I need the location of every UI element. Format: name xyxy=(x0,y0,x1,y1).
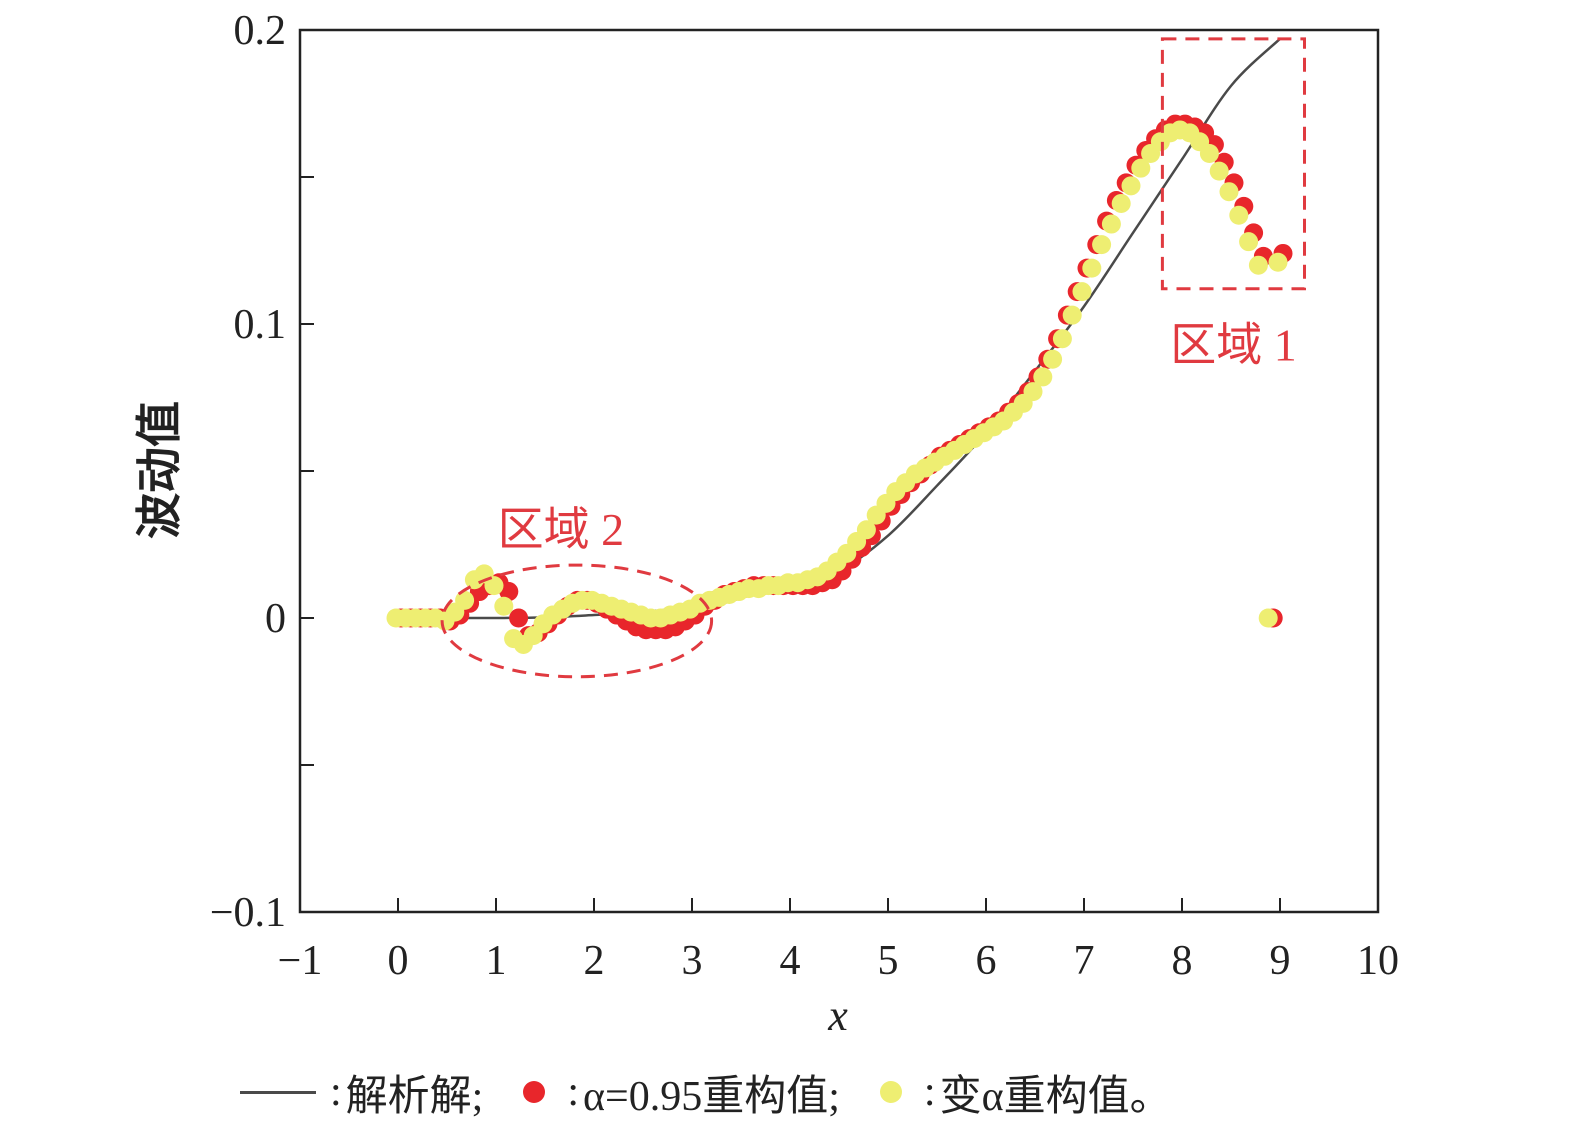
x-tick-label: 6 xyxy=(976,938,997,984)
y-tick-label: 0.2 xyxy=(234,8,287,54)
legend-line-swatch xyxy=(240,1090,316,1094)
x-tick-label: 9 xyxy=(1270,938,1291,984)
y-tick-label: 0.1 xyxy=(234,302,287,348)
legend-separator: : xyxy=(330,1069,342,1115)
variable-alpha-point xyxy=(1023,382,1043,402)
y-axis-title: 波动值 xyxy=(134,401,185,539)
variable-alpha-point xyxy=(494,596,514,616)
axis-ticks: −1 0 1 2 3 4 5 6 7 8 9 10 −0.1 0 0.1 0.2 xyxy=(210,8,1399,984)
variable-alpha-point xyxy=(1248,255,1268,275)
region-1-box xyxy=(1160,37,1307,291)
variable-alpha-point xyxy=(1033,367,1053,387)
x-tick-label: 3 xyxy=(682,938,703,984)
x-tick-label: 10 xyxy=(1357,938,1399,984)
x-tick-label: 7 xyxy=(1074,938,1095,984)
variable-alpha-point xyxy=(1121,176,1141,196)
region-annotations: 区域 1 区域 2 xyxy=(440,37,1307,679)
variable-alpha-point xyxy=(1052,329,1072,349)
legend-yellow-dot-swatch xyxy=(879,1081,902,1103)
alpha-0-95-point xyxy=(499,582,519,602)
variable-alpha-point xyxy=(1209,161,1229,181)
variable-alpha-point xyxy=(1072,282,1092,302)
legend-label-alpha-095: α=0.95重构值; xyxy=(583,1073,840,1120)
variable-alpha-point xyxy=(1043,349,1063,369)
variable-alpha-point xyxy=(1111,193,1131,213)
variable-alpha-point xyxy=(1268,252,1288,272)
variable-alpha-point xyxy=(1219,182,1239,202)
alpha-0-95-point xyxy=(509,608,529,628)
variable-alpha-point xyxy=(484,576,504,596)
x-axis-title: x xyxy=(827,991,848,1040)
region-2-label: 区域 2 xyxy=(498,504,625,555)
variable-alpha-point xyxy=(1092,235,1112,255)
variable-alpha-point xyxy=(1239,232,1259,252)
legend-separator: : xyxy=(923,1069,936,1115)
x-tick-label: 4 xyxy=(780,938,801,984)
variable-alpha-point xyxy=(1062,305,1082,325)
legend-separator: : xyxy=(567,1069,580,1115)
variable-alpha-point xyxy=(1131,158,1151,178)
legend-red-dot-swatch xyxy=(523,1081,546,1103)
variable-alpha-point xyxy=(1082,258,1102,278)
legend-label-analytic: 解析解; xyxy=(345,1073,484,1120)
legend-label-variable-alpha: 变α重构值。 xyxy=(939,1073,1172,1120)
variable-alpha-point xyxy=(856,520,876,540)
variable-alpha-series xyxy=(386,120,1288,654)
variable-alpha-point xyxy=(1101,214,1121,234)
variable-alpha-point xyxy=(1229,205,1249,225)
variable-alpha-point xyxy=(1258,608,1278,628)
x-tick-label: 8 xyxy=(1172,938,1193,984)
x-tick-label: 5 xyxy=(878,938,899,984)
x-tick-label: 0 xyxy=(388,938,409,984)
y-tick-label: 0 xyxy=(265,596,286,642)
x-tick-label: 1 xyxy=(486,938,507,984)
variable-alpha-point xyxy=(1199,143,1219,163)
region-2-ellipse xyxy=(440,563,714,679)
x-tick-label: 2 xyxy=(584,938,605,984)
legend: : 解析解; : α=0.95重构值; : 变α重构值。 xyxy=(240,1062,1172,1122)
variable-alpha-point xyxy=(455,590,475,610)
region-1-label: 区域 1 xyxy=(1170,320,1297,371)
x-tick-label: −1 xyxy=(278,938,323,984)
y-tick-label: −0.1 xyxy=(210,890,286,936)
